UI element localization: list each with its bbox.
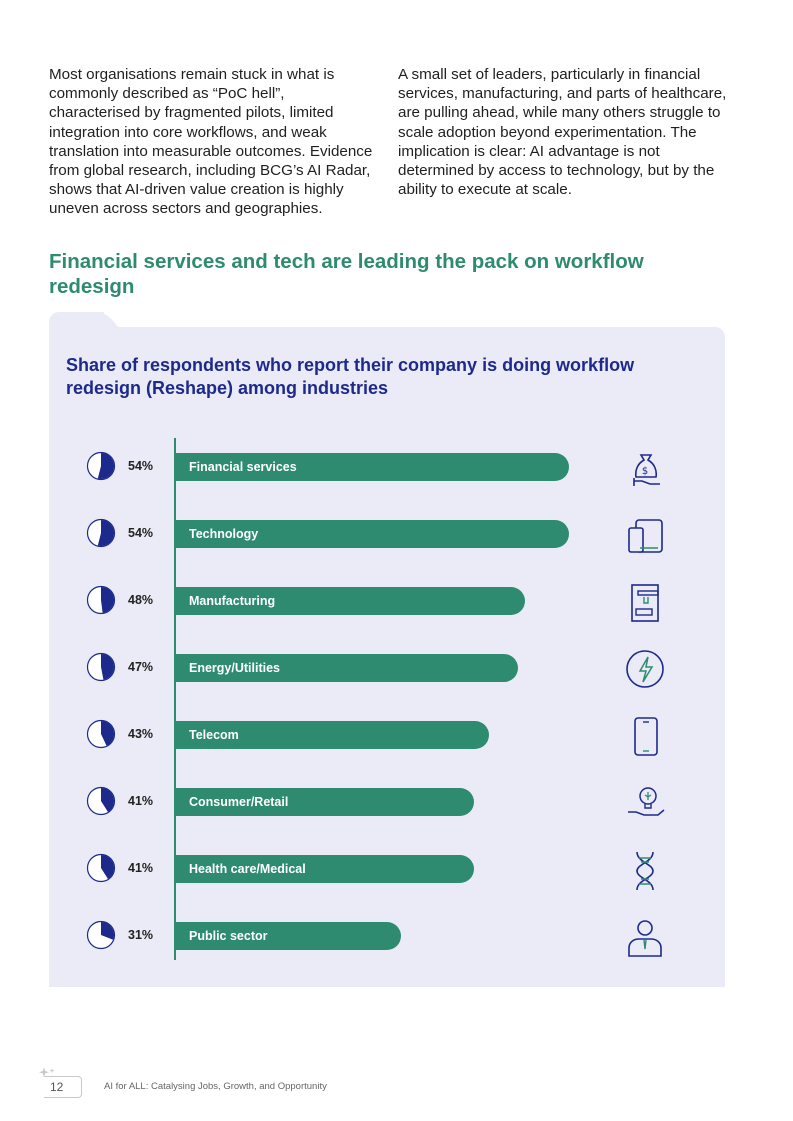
chart-row: 41% Consumer/Retail xyxy=(80,786,700,817)
devices-icon xyxy=(628,519,663,553)
pie-indicator xyxy=(86,786,116,816)
bar: Technology xyxy=(175,520,569,548)
category-label: Health care/Medical xyxy=(189,862,306,876)
section-title: Financial services and tech are leading … xyxy=(49,250,644,298)
sparkle-icon xyxy=(39,1067,55,1078)
pie-indicator xyxy=(86,719,116,749)
value-label: 43% xyxy=(128,727,154,741)
chart-row: 43% Telecom xyxy=(80,717,700,756)
value-label: 41% xyxy=(128,861,154,875)
svg-text:$: $ xyxy=(642,466,648,477)
chart-axis xyxy=(174,438,176,960)
pie-indicator xyxy=(86,652,116,682)
machine-icon xyxy=(631,584,659,622)
category-label: Telecom xyxy=(189,728,239,742)
chart-row: 54% Financial services $ xyxy=(80,451,700,486)
chart-row: 54% Technology xyxy=(80,518,700,553)
category-label: Manufacturing xyxy=(189,594,276,608)
pie-indicator xyxy=(86,451,116,481)
footer-title: AI for ALL: Catalysing Jobs, Growth, and… xyxy=(104,1081,327,1092)
energy-bolt-icon xyxy=(626,650,664,688)
pie-indicator xyxy=(86,585,116,615)
bar: Health care/Medical xyxy=(175,855,475,883)
bar: Energy/Utilities xyxy=(175,654,518,682)
money-bag-hand-icon: $ xyxy=(633,454,660,486)
pie-indicator xyxy=(86,853,116,883)
category-label: Public sector xyxy=(189,929,268,943)
chart-row: 41% Health care/Medical xyxy=(80,851,700,891)
value-label: 54% xyxy=(128,526,154,540)
pie-indicator xyxy=(86,920,116,950)
chart-row: 48% Manufacturing xyxy=(80,584,700,622)
mobile-phone-icon xyxy=(634,717,658,756)
value-label: 48% xyxy=(128,593,154,607)
pie-indicator xyxy=(86,518,116,548)
value-label: 41% xyxy=(128,794,154,808)
chart-title: Share of respondents who report their co… xyxy=(66,355,635,398)
bar: Financial services xyxy=(175,453,569,481)
category-label: Financial services xyxy=(189,460,297,474)
bar: Public sector xyxy=(175,922,402,950)
chart-row: 31% Public sector xyxy=(80,920,700,957)
page-number-frame xyxy=(44,1076,82,1098)
value-label: 31% xyxy=(128,928,154,942)
bar: Telecom xyxy=(175,721,489,749)
bar: Manufacturing xyxy=(175,587,526,615)
category-label: Technology xyxy=(189,527,259,541)
person-icon xyxy=(628,920,662,957)
value-label: 47% xyxy=(128,660,154,674)
chart-row: 47% Energy/Utilities xyxy=(80,650,700,688)
page-number: 12 xyxy=(50,1080,64,1094)
lightbulb-hand-icon xyxy=(628,787,665,816)
intro-paragraph-left: Most organisations remain stuck in what … xyxy=(49,66,373,218)
intro-paragraph-right: A small set of leaders, particularly in … xyxy=(398,66,727,199)
category-label: Energy/Utilities xyxy=(189,661,280,675)
value-label: 54% xyxy=(128,459,154,473)
category-label: Consumer/Retail xyxy=(189,795,289,809)
bar: Consumer/Retail xyxy=(175,788,475,816)
dna-icon xyxy=(636,851,654,891)
